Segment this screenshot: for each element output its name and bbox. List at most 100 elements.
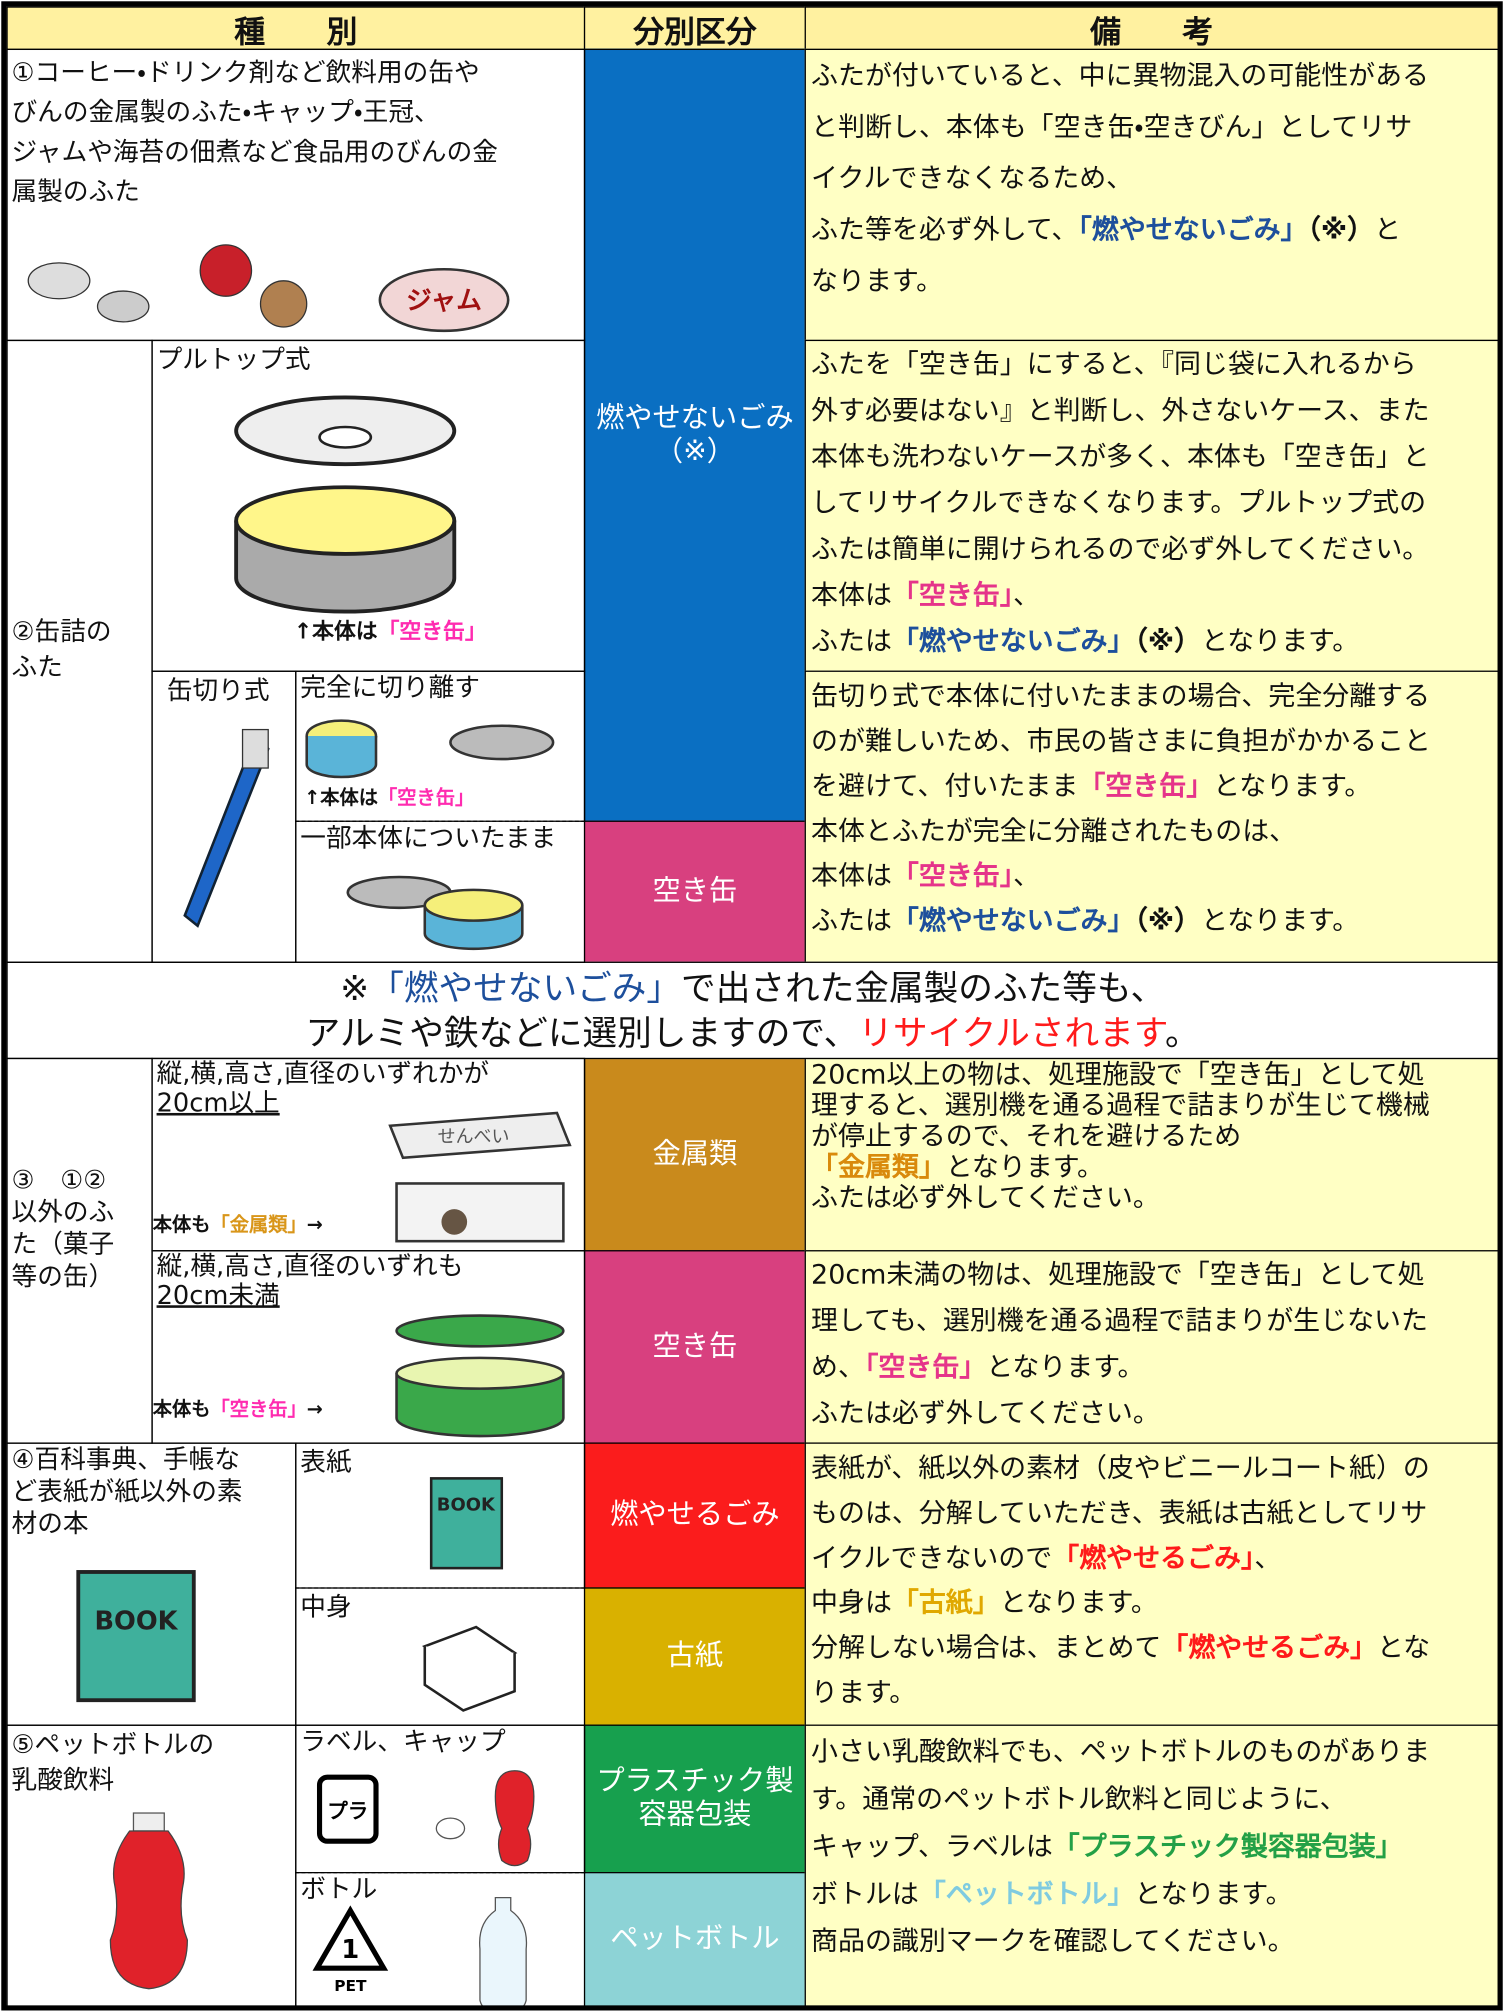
text-line: ③ ①②: [12, 1164, 148, 1196]
text-segment: 理しても、選別機を通る過程で詰まりが生じないた: [811, 1305, 1428, 1337]
category: 燃やせないごみ （※）: [583, 48, 806, 822]
category: 空き缶: [583, 820, 806, 963]
text-segment: ↑本体は: [293, 619, 378, 645]
text-line: 属製のふた: [12, 172, 581, 212]
text-line: 商品の識別マークを確認してください。: [811, 1918, 1492, 1965]
icon-label: ジャム: [406, 286, 482, 316]
text-segment: 以外のふ: [11, 1196, 115, 1228]
text-segment: ※: [340, 969, 370, 1010]
icon-label: PET: [334, 1977, 367, 1995]
subtype-cell: プルトップ式 ↑本体は「空き缶」: [151, 339, 586, 672]
text-segment: 乳酸飲料: [11, 1764, 115, 1796]
subtype-cell: 表紙 BOOK: [295, 1442, 586, 1589]
book-illustration: BOOK: [76, 1570, 196, 1703]
category: 金属類: [583, 1057, 806, 1252]
text-line: ②缶詰の: [12, 613, 148, 649]
can-illustration: [305, 719, 555, 779]
text-segment: 本体も洗わないケースが多く、本体も「空き缶」と: [811, 441, 1430, 472]
text-line: キャップ、ラベルは「プラスチック製容器包装」: [811, 1823, 1492, 1870]
text-segment: ふたは必ず外してください。: [811, 1397, 1160, 1429]
text-segment: 「金属類」: [811, 1151, 946, 1183]
text-segment: →: [306, 1212, 323, 1237]
kind-cell: ④百科事典、手帳な ど表紙が紙以外の素 材の本 BOOK: [6, 1442, 297, 1726]
category-label: 古紙: [666, 1639, 724, 1672]
text-segment: が停止するので、それを避けるため: [811, 1120, 1242, 1152]
text-segment: で出された金属製のふた等も、: [681, 969, 1166, 1010]
text-line: 縦,横,高さ,直径のいずれかが: [157, 1059, 580, 1088]
kind-cell: ②缶詰の ふた: [6, 339, 153, 963]
text-line: が停止するので、それを避けるため: [811, 1121, 1492, 1152]
text-line: ものは、分解していただき、表紙は古紙としてリサ: [811, 1491, 1492, 1536]
pulltop-illustration: [234, 395, 457, 614]
subtype-label: 縦,横,高さ,直径のいずれかが 20cm以上: [157, 1059, 580, 1118]
subtype-label: 縦,横,高さ,直径のいずれも 20cm未満: [157, 1251, 580, 1310]
text-segment: ふたは必ず外してください。: [811, 1182, 1160, 1213]
text-line: のが難しいため、市民の皆さまに負担がかかること: [811, 719, 1492, 764]
text-line: ボトルは「ペットボトル」となります。: [811, 1871, 1492, 1918]
text-line: ふたは「燃やせないごみ」（※）となります。: [811, 618, 1492, 664]
subtype-label: ボトル: [300, 1873, 378, 1905]
text-segment: ものは、分解していただき、表紙は古紙としてリサ: [811, 1497, 1428, 1529]
caption: ↑本体は「空き缶」: [304, 782, 474, 813]
text-segment: と: [1374, 214, 1402, 245]
subtype-label: 表紙: [300, 1446, 352, 1478]
icon-label: せんべい: [438, 1126, 510, 1147]
text-segment: （※）: [1134, 625, 1202, 657]
text-segment: してリサイクルできなくなります。プルトップ式の: [811, 487, 1427, 519]
remarks: 20cm以上の物は、処理施設で「空き缶」として処 理すると、選別機を通る過程で詰ま…: [804, 1057, 1499, 1252]
text-segment: 「ペットボトル」: [918, 1878, 1135, 1910]
text-segment: 、: [1013, 579, 1041, 611]
text-segment: びんの金属製のふた・キャップ・王冠、: [11, 96, 440, 127]
text-line: 20cm以上: [156, 1087, 580, 1119]
text-segment: ふた等を必ず外して、: [811, 214, 1079, 245]
text-segment: め、: [811, 1351, 865, 1383]
text-segment: 20cm以上: [156, 1087, 280, 1119]
text-line: ふたが付いていると、中に異物混入の可能性がある: [811, 50, 1492, 101]
text-segment: 「燃やせないごみ」: [891, 625, 1135, 657]
text-segment: →: [306, 1397, 323, 1421]
icon-label: プラ: [327, 1799, 368, 1823]
category: 空き缶: [583, 1250, 806, 1444]
plastic-mark: プラ: [316, 1770, 535, 1867]
text-line: 本体は「空き缶」、: [811, 854, 1492, 899]
text-line: 中身は「古紙」となります。: [811, 1581, 1492, 1626]
text-segment: 本体も: [152, 1397, 211, 1421]
text-line: 小さい乳酸飲料でも、ペットボトルのものがありま: [811, 1728, 1492, 1775]
text-segment: 本体は: [811, 579, 892, 611]
text-line: す。通常のペットボトル飲料と同じように、: [811, 1776, 1492, 1823]
kind-cell: ⑤ペットボトルの 乳酸飲料: [6, 1724, 297, 2008]
text-segment: （※）: [1307, 214, 1375, 245]
text-segment: となります。: [1201, 905, 1360, 937]
text-segment: 缶切り式で本体に付いたままの場合、完全分離する: [811, 680, 1431, 712]
icon-label: BOOK: [95, 1607, 179, 1637]
tin-illustration: せんべい: [388, 1111, 572, 1243]
text-segment: 商品の識別マークを確認してください。: [811, 1925, 1295, 1957]
text-segment: 「燃やせないごみ」: [369, 969, 682, 1010]
text-line: びんの金属製のふた・キャップ・王冠、: [12, 92, 581, 132]
text-segment: ふたは: [811, 625, 892, 657]
text-line: 20cm未満の物は、処理施設で「空き缶」として処: [811, 1251, 1492, 1297]
variant-cell: 一部本体についたまま: [295, 820, 586, 963]
kind-text: ⑤ペットボトルの 乳酸飲料: [12, 1726, 292, 1798]
text-segment: 「燃やせないごみ」: [891, 905, 1135, 937]
text-segment: ど表紙が紙以外の素: [11, 1475, 243, 1507]
text-line: 乳酸飲料: [12, 1762, 292, 1798]
text-line: 本体とふたが完全に分離されたものは、: [811, 809, 1492, 854]
text-segment: となります。: [1201, 625, 1360, 657]
header-kind: 種 別: [6, 6, 586, 51]
category-label: プラスチック製: [596, 1765, 794, 1798]
text-line: ど表紙が紙以外の素: [12, 1476, 292, 1508]
subtype-cell: 縦,横,高さ,直径のいずれも 20cm未満 本体も「空き缶」→: [151, 1250, 586, 1444]
text-line: ふたは必ず外してください。: [811, 1182, 1492, 1213]
text-line: ふたは必ず外してください。: [811, 1390, 1492, 1436]
text-segment: ②缶詰の: [11, 615, 112, 647]
remarks: 20cm未満の物は、処理施設で「空き缶」として処理しても、選別機を通る過程で詰ま…: [804, 1250, 1499, 1444]
text-line: ふた等を必ず外して、「燃やせないごみ」（※）と: [811, 204, 1492, 255]
header-category: 分別区分: [583, 6, 806, 51]
text-line: 本体は「空き缶」、: [811, 572, 1492, 618]
text-segment: 「空き缶」: [378, 785, 475, 810]
text-segment: 理すると、選別機を通る過程で詰まりが生じて機械: [811, 1089, 1430, 1121]
category: プラスチック製 容器包装: [583, 1724, 806, 1874]
